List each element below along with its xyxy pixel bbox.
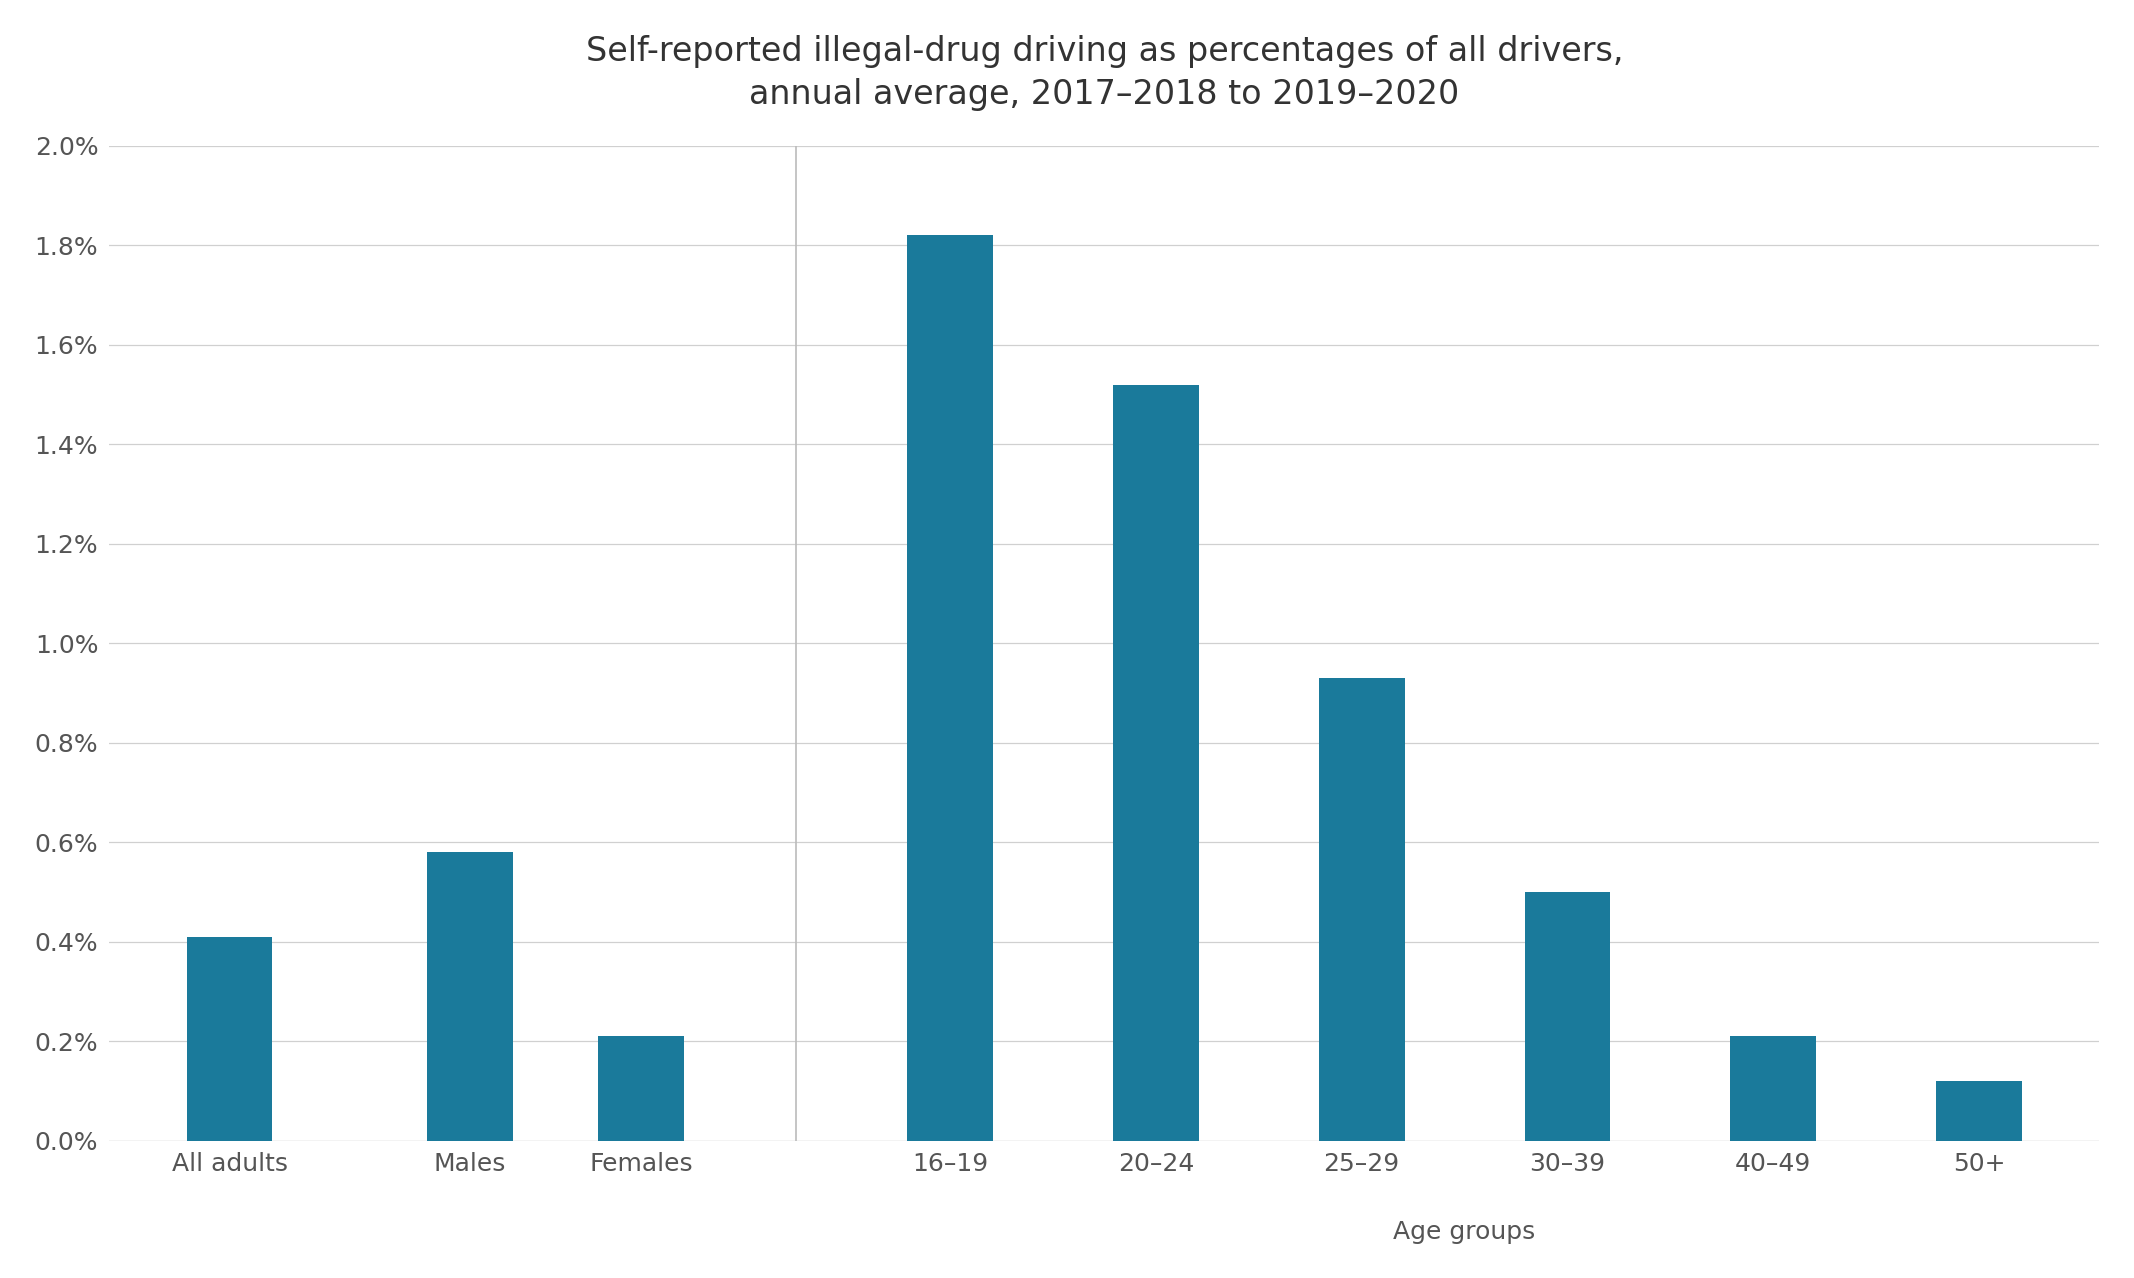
Title: Self-reported illegal-drug driving as percentages of all drivers,
annual average: Self-reported illegal-drug driving as pe… (585, 35, 1624, 111)
Bar (1731, 1036, 1816, 1140)
Bar (1524, 892, 1611, 1140)
Bar (598, 1036, 685, 1140)
Bar (1114, 385, 1199, 1140)
Bar (1319, 679, 1404, 1140)
Bar (907, 235, 992, 1140)
Bar (1936, 1081, 2023, 1140)
Bar (427, 852, 512, 1140)
Bar (186, 937, 273, 1140)
Text: Age groups: Age groups (1394, 1220, 1536, 1245)
